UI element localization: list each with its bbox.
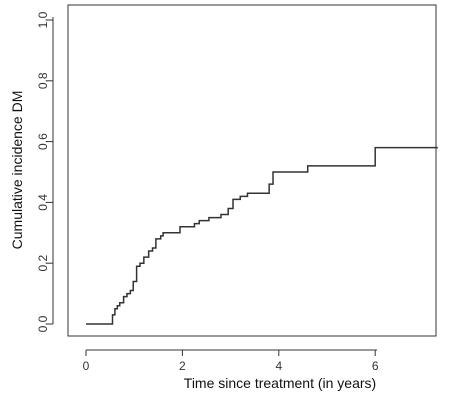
x-tick-label: 0 [83,359,90,373]
y-tick-label: 1.0 [36,11,50,28]
y-tick-label: 0.4 [36,194,50,211]
y-ticks: 0.0 0.2 0.4 0.6 0.8 1.0 [36,11,53,332]
cumulative-incidence-step-curve [86,146,438,325]
y-axis-title: Cumulative incidence DM [9,91,25,250]
plot-frame [67,4,437,337]
x-ticks: 0 2 4 6 [83,350,379,373]
x-tick-label: 6 [372,359,379,373]
y-tick-label: 0.0 [36,315,50,332]
x-tick-label: 4 [275,359,282,373]
x-tick-label: 2 [179,359,186,373]
x-axis-title: Time since treatment (in years) [184,375,376,391]
y-tick-label: 0.2 [36,255,50,272]
y-tick-label: 0.8 [36,72,50,89]
y-tick-label: 0.6 [36,133,50,150]
